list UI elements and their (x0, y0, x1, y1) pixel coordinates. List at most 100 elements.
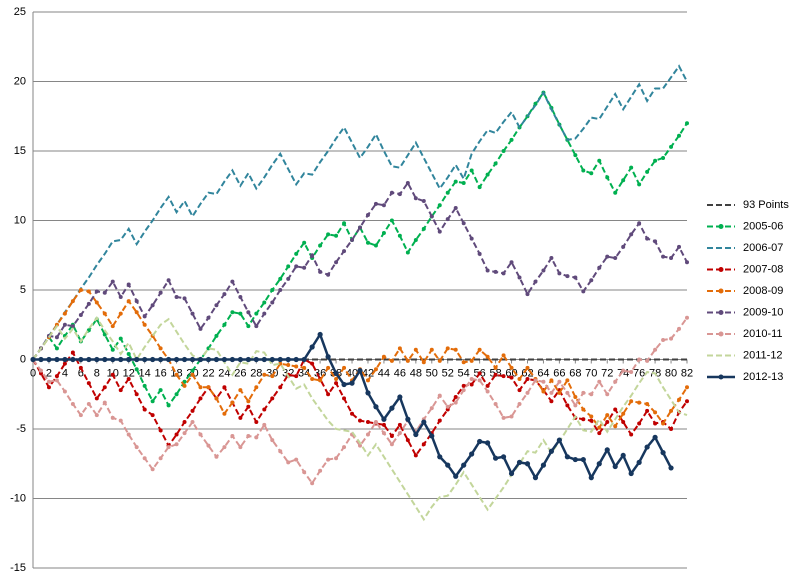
legend-label: 2009-10 (743, 306, 783, 318)
series-marker (94, 300, 99, 305)
series-marker (94, 396, 99, 401)
series-marker (262, 300, 267, 305)
series-marker (541, 389, 546, 394)
series-marker (397, 422, 402, 427)
series-marker (293, 356, 299, 363)
series-marker (70, 401, 75, 406)
series-marker (110, 415, 115, 420)
series-marker (661, 155, 666, 160)
series-marker (397, 192, 402, 197)
series-marker (621, 368, 626, 373)
series-marker (310, 361, 315, 366)
series-marker (142, 456, 147, 461)
series-marker (166, 278, 171, 283)
series-marker (142, 383, 147, 388)
series-marker (182, 420, 187, 425)
series-marker (102, 385, 107, 390)
series-marker (277, 356, 283, 363)
series-marker (173, 356, 180, 363)
series-marker (342, 249, 347, 254)
legend-label: 2007-08 (743, 263, 783, 275)
series-marker (685, 315, 689, 320)
series-marker (373, 201, 378, 206)
x-tick-label: 80 (665, 367, 677, 379)
series-marker (493, 372, 498, 377)
series-marker (174, 442, 179, 447)
series-marker (389, 405, 395, 411)
series-marker (557, 379, 562, 384)
series-marker (421, 442, 426, 447)
series-marker (501, 353, 506, 358)
series-marker (174, 294, 179, 299)
series-marker (381, 354, 386, 359)
series-marker (613, 379, 618, 384)
series-marker (653, 421, 658, 426)
series-marker (413, 237, 418, 242)
series-marker (405, 438, 410, 443)
series-marker (557, 271, 562, 276)
series-marker (653, 410, 658, 415)
series-marker (318, 468, 323, 473)
series-marker (517, 275, 522, 280)
series-marker (86, 301, 91, 306)
series-marker (516, 459, 523, 465)
series-marker (461, 180, 466, 185)
series-marker (334, 233, 339, 238)
series-marker (589, 392, 594, 397)
series-marker (317, 331, 323, 338)
series-marker (461, 462, 467, 468)
series-marker (637, 421, 642, 426)
series-marker (38, 368, 43, 373)
series-marker (213, 356, 220, 363)
series-marker (270, 288, 275, 292)
series-marker (254, 311, 259, 316)
x-tick-label: 64 (537, 367, 549, 379)
series-marker (461, 383, 466, 388)
series-marker (270, 300, 275, 305)
x-tick-label: 34 (298, 367, 310, 379)
series-marker (477, 378, 482, 383)
x-tick-label: 4 (62, 367, 68, 379)
series-marker (533, 101, 538, 106)
series-marker (541, 268, 546, 273)
series-marker (581, 417, 586, 422)
series-marker (469, 358, 474, 363)
series-marker (285, 356, 291, 363)
series-marker (517, 376, 522, 381)
series-marker (310, 376, 315, 381)
series-marker (158, 456, 163, 461)
series-marker (469, 451, 475, 457)
series-marker (318, 378, 323, 383)
series-marker (221, 356, 228, 363)
series-marker (485, 440, 491, 446)
series-marker (222, 322, 227, 327)
series-marker (78, 288, 83, 292)
series-marker (645, 408, 650, 413)
series-marker (158, 290, 163, 295)
series-marker (533, 279, 538, 284)
series-marker (197, 356, 204, 363)
series-marker (509, 137, 514, 142)
series-marker (301, 356, 307, 363)
series-marker (509, 375, 514, 380)
series-marker (230, 310, 235, 315)
series-marker (261, 356, 267, 363)
series-marker (110, 279, 115, 284)
series-marker (557, 390, 562, 395)
x-tick-label: 28 (250, 367, 262, 379)
series-marker (118, 336, 123, 341)
series-marker (621, 411, 626, 416)
series-marker (645, 169, 650, 174)
series-marker (389, 433, 394, 438)
series-marker (365, 432, 370, 437)
series-marker (677, 133, 682, 138)
series-marker (78, 413, 83, 418)
series-marker (262, 311, 267, 316)
series-marker (94, 413, 99, 418)
series-marker (501, 271, 506, 276)
series-marker (238, 388, 243, 393)
series-marker (621, 178, 626, 183)
series-marker (181, 356, 188, 363)
series-marker (365, 240, 370, 245)
series-marker (469, 168, 474, 173)
